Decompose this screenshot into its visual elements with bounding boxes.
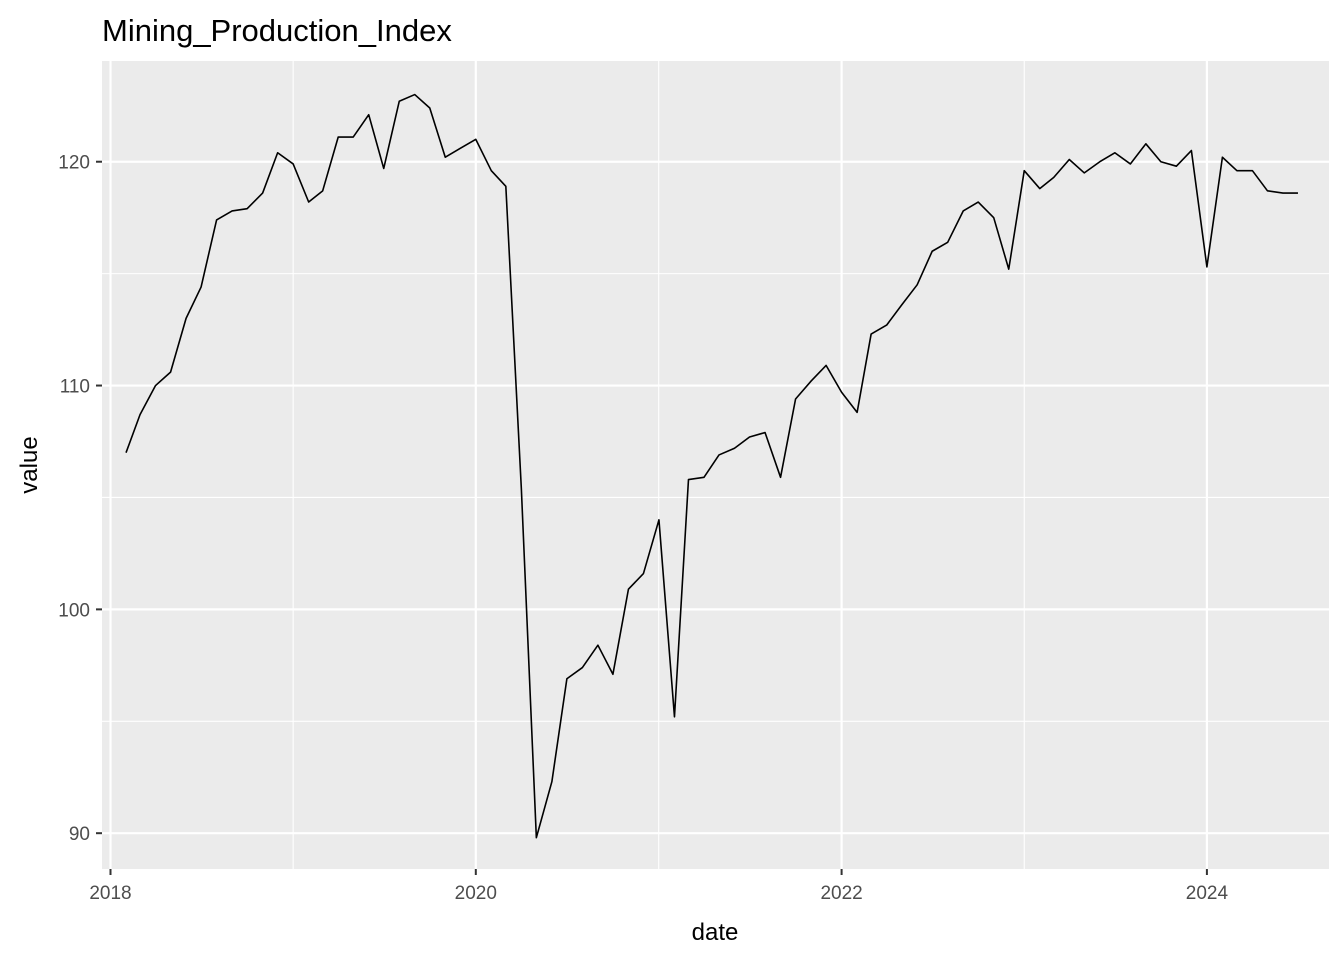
x-tick-label: 2024 [1186,883,1229,904]
y-tick-label: 110 [60,377,90,398]
x-tick-label: 2018 [89,883,131,904]
x-axis-title: date [692,919,739,946]
chart-title: Mining_Production_Index [102,13,452,48]
plot-panel [102,61,1329,869]
x-tick-label: 2022 [820,883,862,904]
y-tick-label: 100 [58,600,90,621]
y-axis-title: value [16,436,43,493]
series-line [125,93,1298,839]
x-axis: 2018 2020 2022 2024 [89,869,1228,904]
y-tick-label: 90 [69,824,90,845]
x-tick-label: 2020 [455,883,497,904]
y-tick-label: 120 [58,153,90,174]
y-axis: 90 100 110 120 [58,153,102,845]
minor-gridlines [102,61,1329,869]
major-gridlines [102,61,1329,869]
